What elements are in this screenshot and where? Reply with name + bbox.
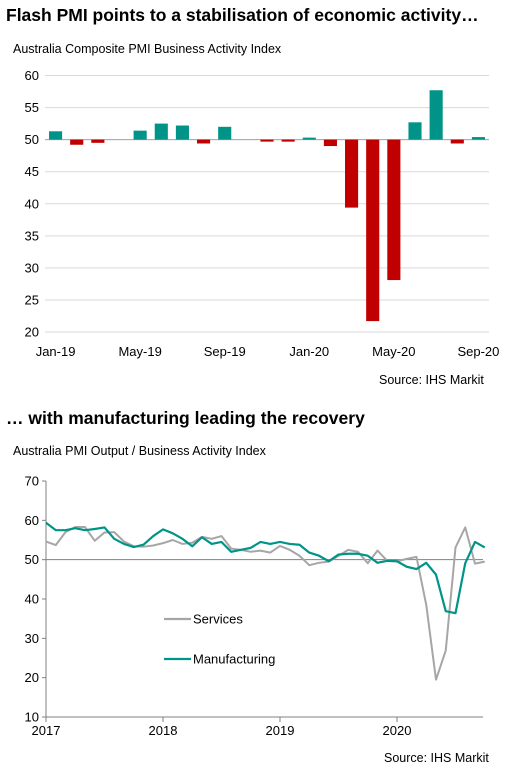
bar [429, 90, 443, 140]
y-tick-label: 55 [25, 100, 39, 115]
line-chart: 10 20 30 40 50 60 70 2017 2018 2019 2020 Services Ma… [25, 474, 486, 738]
x-tick-label: Sep-20 [457, 344, 499, 359]
x-tick-label: May-20 [372, 344, 415, 359]
bar [450, 139, 464, 144]
legend-label-manufacturing: Manufacturing [193, 652, 275, 667]
bar-chart: 20 25 30 35 40 45 50 55 60 Jan-19 May-19 Sep-19 Jan-… [25, 68, 500, 359]
x-tick-label: Sep-19 [204, 344, 246, 359]
y-tick-label: 45 [25, 164, 39, 179]
bar [260, 139, 274, 142]
x-tick-label: 2020 [383, 723, 412, 738]
y-tick-label: 50 [25, 132, 39, 147]
y-tick-label: 35 [25, 228, 39, 243]
bar [49, 131, 63, 140]
y-tick-label: 60 [25, 513, 39, 528]
bar [70, 139, 84, 145]
bar-chart-heading: Flash PMI points to a stabilisation of e… [6, 5, 479, 25]
bar [323, 139, 337, 147]
bar [197, 139, 211, 144]
legend-label-services: Services [193, 612, 243, 627]
y-tick-label: 40 [25, 196, 39, 211]
y-tick-label: 50 [25, 552, 39, 567]
x-tick-label: 2017 [32, 723, 61, 738]
bar [133, 130, 147, 140]
y-tick-label: 20 [25, 325, 39, 340]
series-line-manufacturing [45, 521, 486, 615]
bar [387, 139, 401, 281]
bar [281, 139, 295, 142]
bar [91, 139, 105, 143]
x-tick-label: 2019 [266, 723, 295, 738]
bar [175, 125, 189, 140]
line-chart-source: Source: IHS Markit [384, 751, 489, 765]
x-tick-label: May-19 [118, 344, 161, 359]
y-tick-label: 70 [25, 474, 39, 489]
y-tick-label: 60 [25, 68, 39, 83]
y-tick-label: 20 [25, 670, 39, 685]
x-tick-label: Jan-19 [36, 344, 76, 359]
x-tick-label: Jan-20 [289, 344, 329, 359]
bar [471, 137, 485, 140]
line-chart-title: Australia PMI Output / Business Activity… [13, 444, 266, 458]
bar [218, 126, 232, 140]
x-tick-label: 2018 [149, 723, 178, 738]
series-line-services [45, 526, 485, 681]
bar [408, 122, 422, 140]
bar [302, 137, 316, 140]
y-tick-label: 25 [25, 292, 39, 307]
line-chart-heading: … with manufacturing leading the recover… [6, 408, 365, 428]
bar-chart-title: Australia Composite PMI Business Activit… [13, 42, 282, 56]
bar-chart-source: Source: IHS Markit [379, 373, 484, 387]
y-tick-label: 10 [25, 710, 39, 725]
y-tick-label: 30 [25, 260, 39, 275]
bar [366, 139, 380, 322]
bar [154, 123, 168, 140]
bar [345, 139, 359, 208]
y-tick-label: 40 [25, 592, 39, 607]
y-tick-label: 30 [25, 631, 39, 646]
